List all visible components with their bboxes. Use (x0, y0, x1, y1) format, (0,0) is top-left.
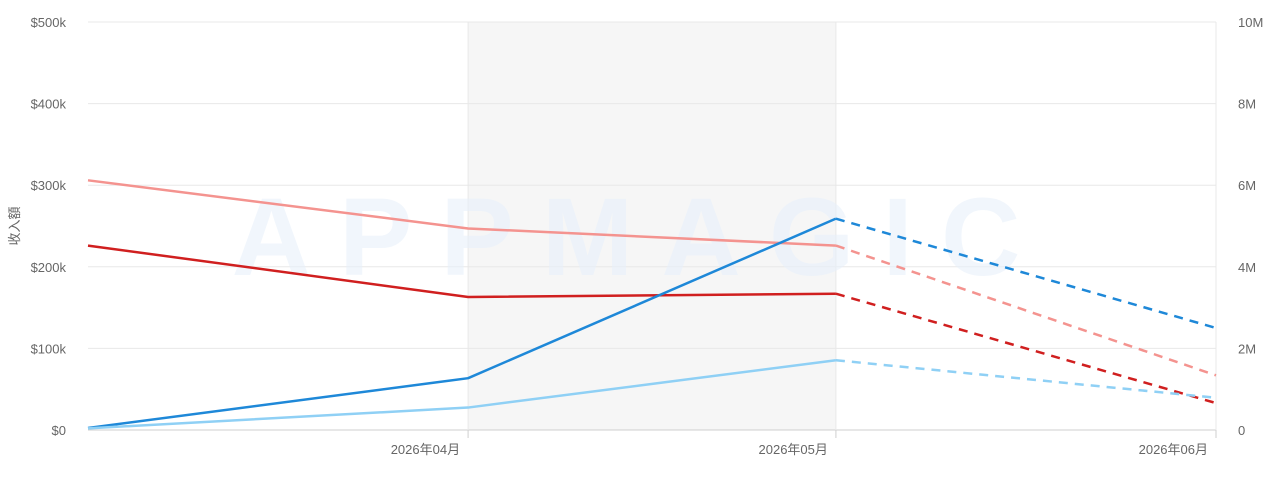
y-left-tick-label: $0 (52, 423, 66, 438)
watermark-text: APPMAGIC (232, 176, 1049, 299)
y-right-tick-label: 2M (1238, 341, 1256, 356)
x-tick-label: 2026年06月 (1139, 442, 1208, 457)
y-right-tick-label: 4M (1238, 260, 1256, 275)
y-left-tick-label: $200k (31, 260, 67, 275)
x-tick-label: 2026年04月 (391, 442, 460, 457)
y-left-tick-label: $300k (31, 178, 67, 193)
y-left-tick-label: $100k (31, 341, 67, 356)
highlight-band (468, 22, 836, 430)
series-line-2 (87, 217, 837, 430)
series-forecast-line-1 (835, 292, 1217, 405)
series-line-1 (87, 244, 836, 299)
series-line-3 (87, 358, 837, 430)
series-forecast-line-3 (835, 358, 1217, 400)
series-line-0 (87, 179, 836, 247)
y-right-tick-label: 10M (1238, 15, 1263, 30)
y-right-tick-label: 8M (1238, 97, 1256, 112)
series-forecast-line-0 (835, 244, 1217, 377)
series-forecast-line-2 (835, 217, 1217, 330)
y-axis-label: 收入額 (7, 206, 22, 245)
y-left-tick-label: $400k (31, 97, 67, 112)
y-left-tick-label: $500k (31, 15, 67, 30)
x-tick-label: 2026年05月 (759, 442, 828, 457)
y-right-tick-label: 6M (1238, 178, 1256, 193)
y-right-tick-label: 0 (1238, 423, 1245, 438)
